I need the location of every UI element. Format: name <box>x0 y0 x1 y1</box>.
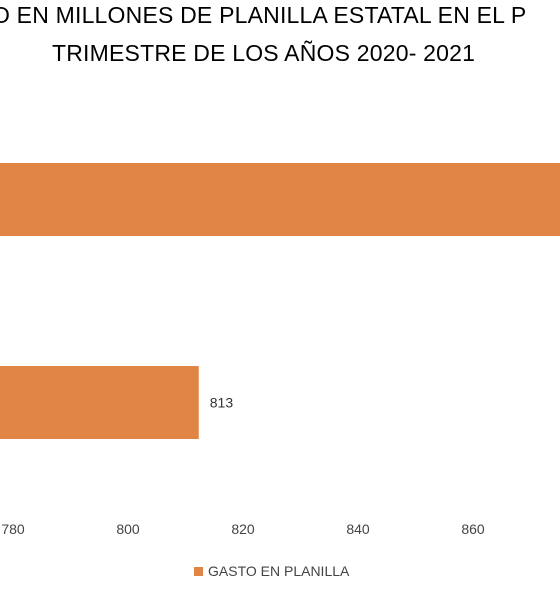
bar-1 <box>0 163 560 236</box>
chart-title: O EN MILLONES DE PLANILLA ESTATAL EN EL … <box>0 0 560 110</box>
chart-title-line-1: O EN MILLONES DE PLANILLA ESTATAL EN EL … <box>0 2 527 28</box>
legend-swatch <box>194 566 203 576</box>
data-label-0: 813 <box>210 395 234 411</box>
x-tick-label-860: 860 <box>461 521 485 537</box>
bar-0 <box>0 366 199 439</box>
x-tick-label-780: 780 <box>1 521 25 537</box>
legend: GASTO EN PLANILLA <box>194 561 349 581</box>
x-tick-label-820: 820 <box>231 521 255 537</box>
x-tick-label-800: 800 <box>116 521 140 537</box>
legend-label-gasto-en-planilla: GASTO EN PLANILLA <box>208 563 350 579</box>
x-tick-label-840: 840 <box>346 521 370 537</box>
chart-title-line-2: TRIMESTRE DE LOS AÑOS 2020- 2021 <box>52 40 476 66</box>
